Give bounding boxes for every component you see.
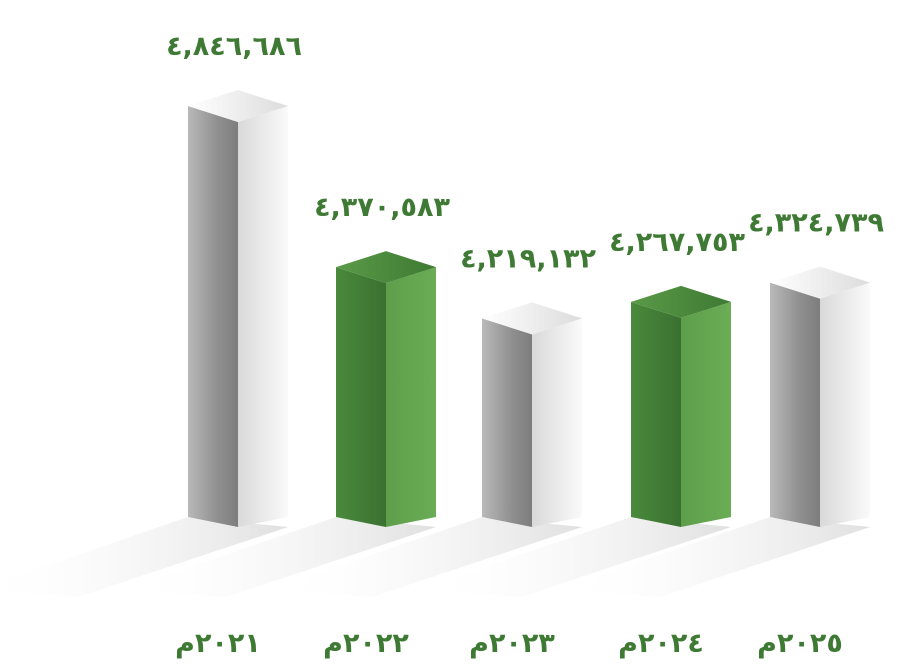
bar-front-face bbox=[770, 282, 820, 527]
bar bbox=[188, 90, 288, 527]
bar-top-face bbox=[336, 251, 436, 284]
bar-top-face bbox=[631, 285, 731, 318]
bar-top-face bbox=[188, 90, 288, 122]
bar bbox=[770, 266, 870, 527]
value-label: ٤,٢١٩,١٣٢ bbox=[460, 243, 596, 274]
bar-front-face bbox=[482, 318, 532, 527]
bar-front-face bbox=[336, 267, 386, 527]
bar-shadow bbox=[126, 517, 436, 597]
bar-side-face bbox=[386, 267, 436, 527]
bar bbox=[336, 251, 436, 527]
bar-front-face bbox=[631, 301, 681, 527]
bar-front-face bbox=[188, 106, 238, 527]
bars-group bbox=[188, 90, 870, 527]
value-label: ٤,٢٦٧,٧٥٣ bbox=[609, 227, 745, 258]
bar-top-face bbox=[482, 302, 582, 335]
bar-shadow bbox=[421, 517, 731, 597]
bar-side-face bbox=[532, 318, 582, 527]
category-label: ٢٠٢٣م bbox=[469, 628, 555, 659]
bar-shadows bbox=[0, 517, 870, 597]
category-label: ٢٠٢٥م bbox=[757, 628, 843, 659]
bar bbox=[631, 285, 731, 527]
category-labels-group: ٢٠٢١م ٢٠٢٢م ٢٠٢٣م ٢٠٢٤م ٢٠٢٥م bbox=[175, 628, 843, 659]
category-label: ٢٠٢١م bbox=[175, 628, 261, 659]
category-label: ٢٠٢٢م bbox=[323, 628, 409, 659]
value-labels-group: ٤,٨٤٦,٦٨٦ ٤,٣٧٠,٥٨٣ ٤,٢١٩,١٣٢ ٤,٢٦٧,٧٥٣٤,٣٢… bbox=[166, 31, 884, 274]
value-label: ٤,٣٢٤,٧٣٩ bbox=[748, 208, 884, 239]
value-label: ٤,٨٤٦,٦٨٦ bbox=[166, 31, 302, 62]
category-label: ٢٠٢٤م bbox=[618, 628, 704, 659]
bar-shadow bbox=[0, 517, 288, 597]
bar bbox=[482, 302, 582, 527]
bar-top-face bbox=[770, 266, 870, 299]
bar-side-face bbox=[238, 106, 288, 527]
value-label: ٤,٣٧٠,٥٨٣ bbox=[314, 192, 450, 223]
bar-shadow bbox=[272, 517, 582, 597]
bar-side-face bbox=[681, 301, 731, 527]
bar-side-face bbox=[820, 282, 870, 527]
bar-shadow bbox=[560, 517, 870, 597]
